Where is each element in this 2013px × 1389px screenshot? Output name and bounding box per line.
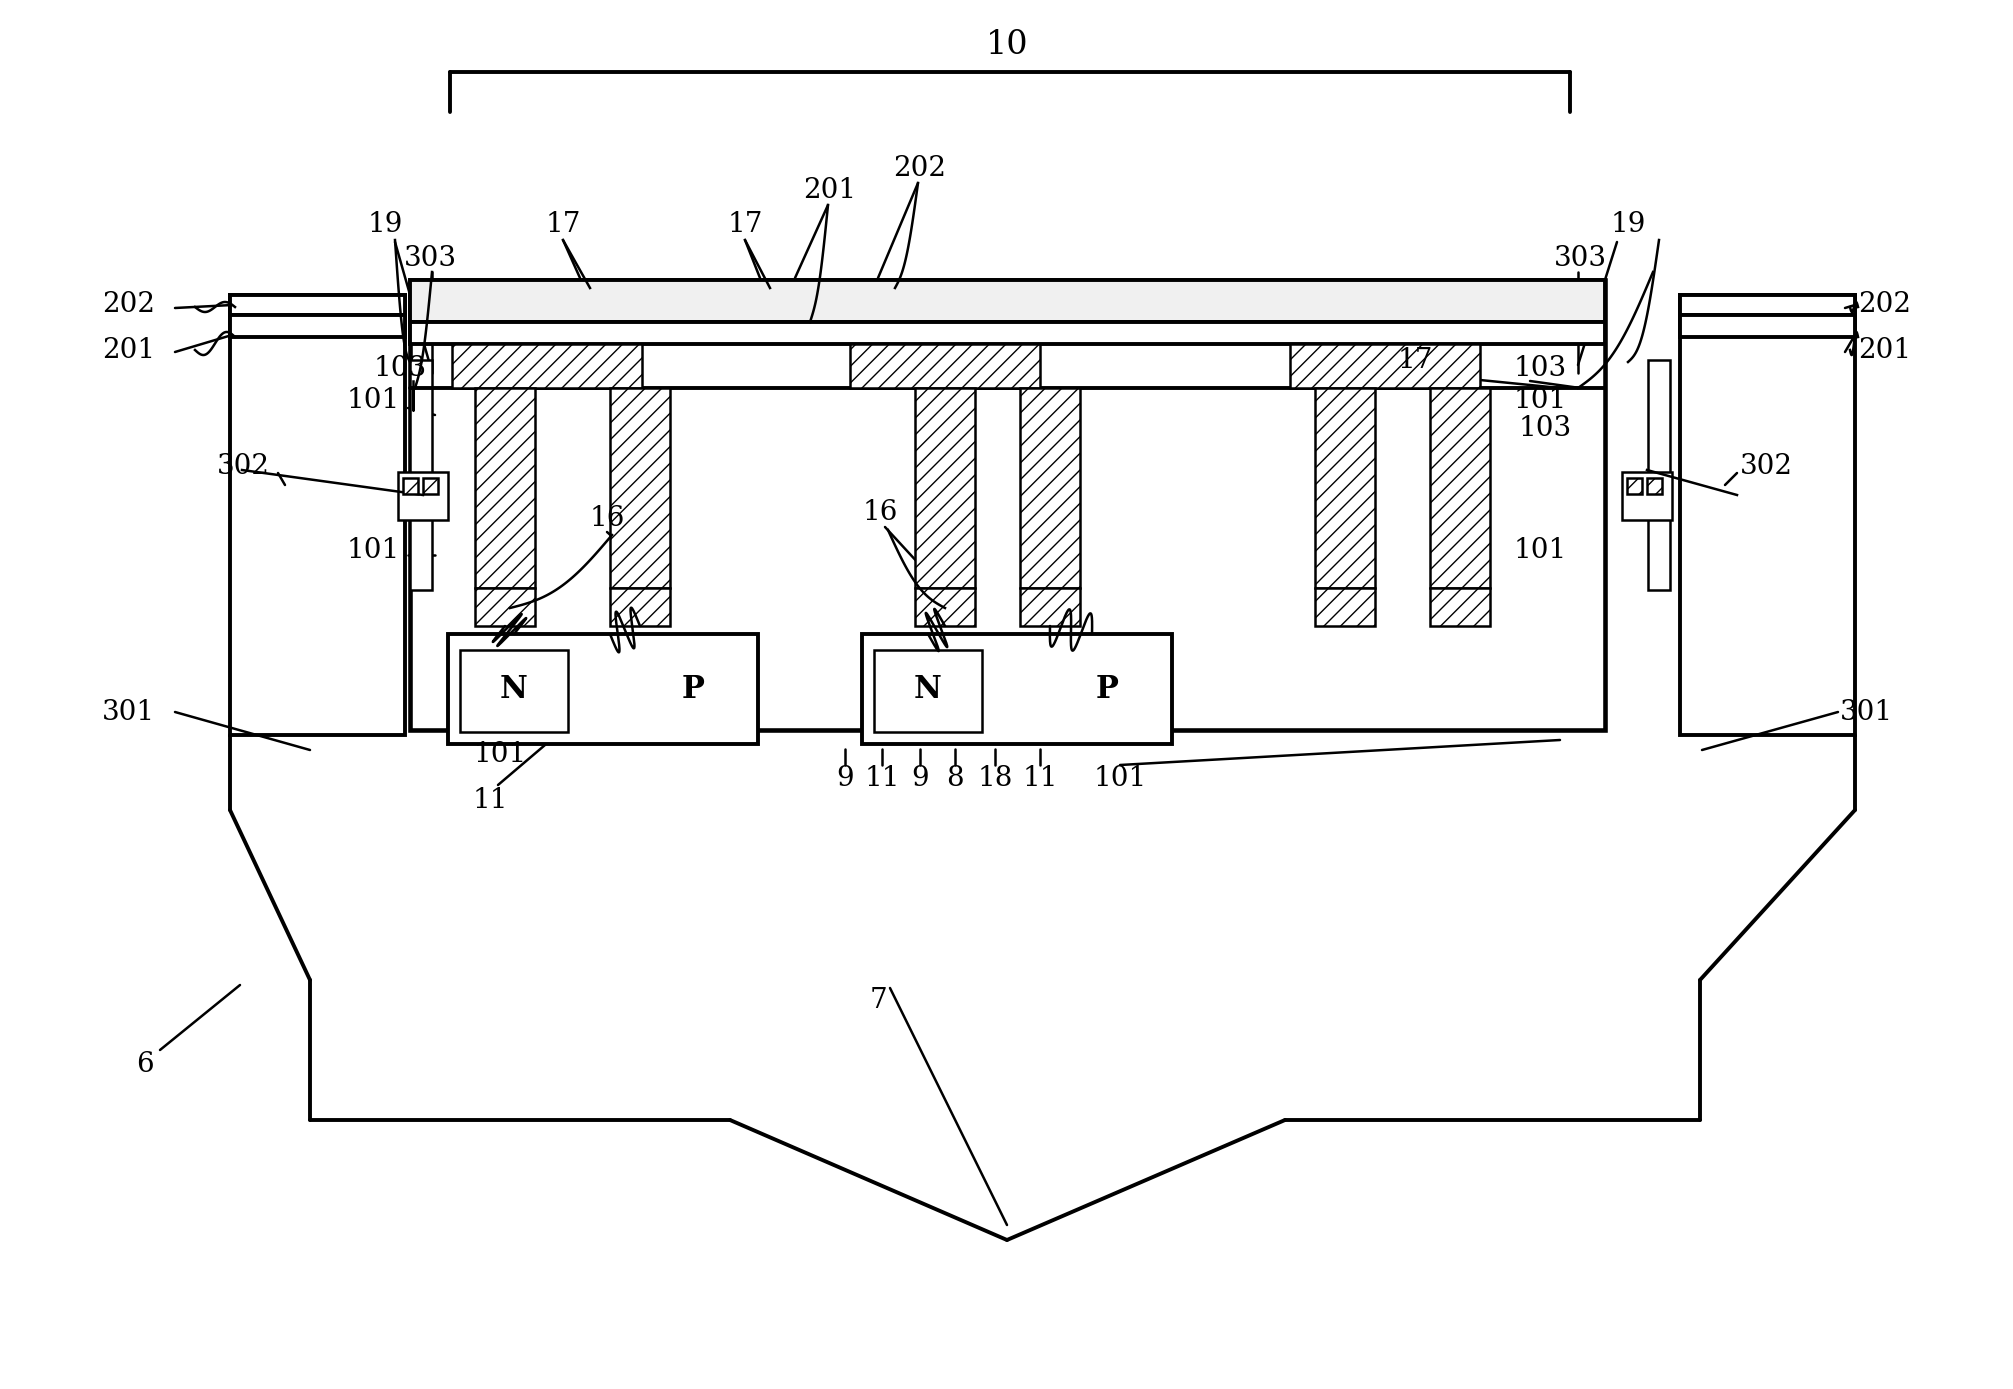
Bar	[916, 588, 974, 626]
Bar	[411, 281, 1604, 322]
Text: 7: 7	[870, 986, 888, 1014]
Bar	[229, 315, 405, 338]
Bar	[411, 281, 1604, 731]
Text: 11: 11	[1023, 765, 1057, 793]
Text: 201: 201	[1858, 336, 1910, 364]
Text: 201: 201	[803, 176, 858, 204]
Bar	[411, 322, 1604, 344]
Text: 202: 202	[894, 154, 946, 182]
Bar	[610, 588, 670, 626]
Text: P: P	[682, 674, 705, 704]
Text: 16: 16	[590, 504, 624, 532]
Text: 11: 11	[864, 765, 900, 793]
Bar	[1290, 344, 1480, 388]
Bar	[1314, 388, 1375, 588]
Text: 19: 19	[1610, 211, 1647, 239]
Text: 9: 9	[835, 765, 854, 793]
Bar	[423, 478, 439, 494]
Bar	[849, 344, 1041, 388]
Text: 101: 101	[1514, 386, 1566, 414]
Text: P: P	[1095, 674, 1119, 704]
Text: 302: 302	[217, 453, 270, 481]
Bar	[1429, 388, 1490, 588]
Text: 301: 301	[103, 699, 155, 725]
Bar	[916, 388, 974, 588]
Text: 101: 101	[346, 536, 401, 564]
Text: 202: 202	[1858, 292, 1910, 318]
Bar	[1021, 588, 1081, 626]
Bar	[1314, 588, 1375, 626]
Bar	[229, 294, 405, 735]
Text: 302: 302	[1739, 453, 1794, 481]
Bar	[411, 360, 433, 590]
Bar	[1681, 294, 1856, 735]
Text: 301: 301	[1840, 699, 1892, 725]
Bar	[1681, 294, 1856, 315]
Bar	[1681, 315, 1856, 338]
Bar	[453, 344, 642, 388]
Text: 103: 103	[1514, 354, 1566, 382]
Bar	[403, 478, 419, 494]
Text: 6: 6	[137, 1051, 153, 1078]
Text: N: N	[914, 674, 942, 704]
Text: 19: 19	[366, 211, 403, 239]
Text: 11: 11	[473, 786, 507, 814]
Bar	[610, 388, 670, 588]
Bar	[1021, 388, 1081, 588]
Bar	[399, 472, 449, 519]
Text: 9: 9	[912, 765, 928, 793]
Text: 101: 101	[346, 386, 401, 414]
Bar	[1622, 472, 1673, 519]
Text: 103: 103	[1518, 414, 1572, 442]
Text: 17: 17	[727, 211, 763, 239]
Text: 18: 18	[978, 765, 1013, 793]
Text: 17: 17	[1397, 346, 1433, 374]
Bar	[449, 633, 759, 745]
Bar	[461, 650, 568, 732]
Bar	[229, 294, 405, 315]
Text: 17: 17	[546, 211, 580, 239]
Text: 303: 303	[1554, 244, 1606, 271]
Bar	[874, 650, 982, 732]
Text: 10: 10	[986, 29, 1029, 61]
Text: N: N	[499, 674, 527, 704]
Bar	[1647, 478, 1663, 494]
Bar	[475, 588, 535, 626]
Text: 202: 202	[103, 292, 155, 318]
Text: 201: 201	[103, 336, 155, 364]
Bar	[475, 388, 535, 588]
Text: 103: 103	[374, 354, 427, 382]
Text: 16: 16	[862, 500, 898, 526]
Bar	[1627, 478, 1643, 494]
Text: 101: 101	[1514, 536, 1566, 564]
Bar	[1429, 588, 1490, 626]
Text: 303: 303	[403, 244, 457, 271]
Text: 101: 101	[1093, 765, 1147, 793]
Bar	[1649, 360, 1671, 590]
Text: 8: 8	[946, 765, 964, 793]
Text: 101: 101	[473, 742, 527, 768]
Bar	[862, 633, 1172, 745]
